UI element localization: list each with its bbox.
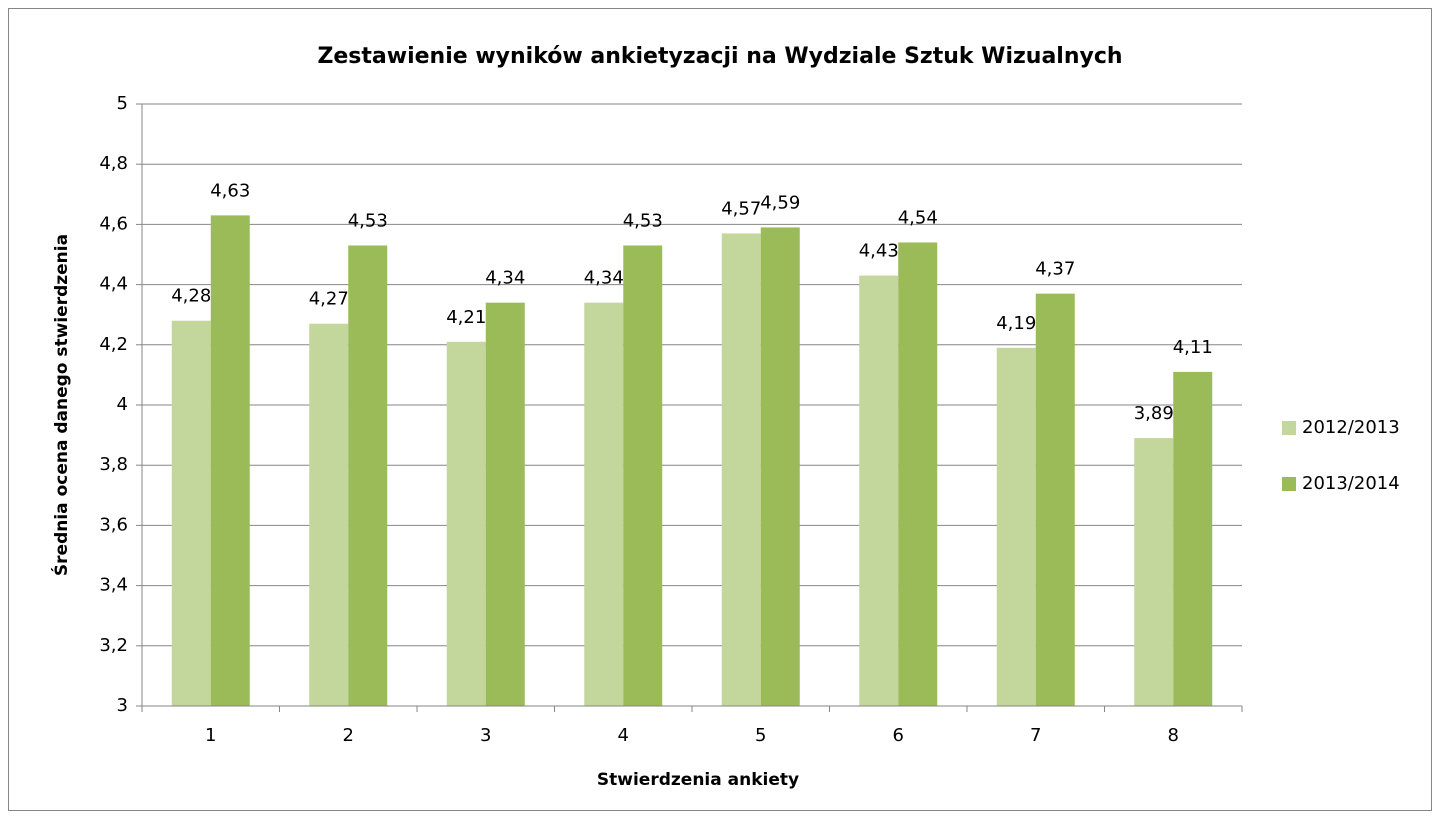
bar	[760, 227, 800, 706]
bar	[485, 302, 525, 706]
bar	[309, 323, 349, 706]
legend-swatch	[1282, 421, 1296, 435]
y-tick-label: 4,6	[99, 213, 128, 234]
bar	[996, 347, 1036, 706]
x-axis-title: Stwierdzenia ankiety	[597, 770, 799, 790]
value-label: 4,34	[485, 268, 525, 289]
value-label: 4,43	[859, 241, 899, 262]
value-label: 4,27	[309, 289, 349, 310]
value-label: 4,34	[584, 268, 624, 289]
bar	[623, 245, 663, 706]
y-tick-label: 4,4	[99, 274, 128, 295]
bar	[584, 302, 624, 706]
y-tick-label: 3,8	[99, 454, 128, 475]
chart-title: Zestawienie wyników ankietyzacji na Wydz…	[317, 44, 1122, 69]
x-tick-label: 8	[1168, 725, 1179, 746]
bar	[859, 275, 899, 706]
legend-swatch	[1282, 477, 1296, 491]
x-tick-label: 7	[1030, 725, 1041, 746]
x-tick-label: 4	[618, 725, 629, 746]
value-label: 4,28	[171, 286, 211, 307]
y-tick-label: 3,4	[99, 575, 128, 596]
legend-label: 2012/2013	[1302, 417, 1400, 438]
bar	[1134, 438, 1174, 706]
value-label: 4,53	[623, 210, 663, 231]
bar	[348, 245, 388, 706]
bar	[446, 341, 486, 706]
value-label: 4,57	[721, 198, 761, 219]
value-label: 4,19	[996, 313, 1036, 334]
value-label: 4,21	[446, 307, 486, 328]
legend-label: 2013/2014	[1302, 473, 1400, 494]
x-tick-label: 2	[343, 725, 354, 746]
y-tick-label: 3,2	[99, 635, 128, 656]
bar	[1173, 371, 1213, 706]
value-label: 3,89	[1134, 403, 1174, 424]
x-tick-label: 1	[205, 725, 216, 746]
y-tick-label: 3	[117, 695, 128, 716]
bar	[1035, 293, 1075, 706]
value-label: 4,63	[210, 180, 250, 201]
y-tick-label: 3,6	[99, 514, 128, 535]
value-label: 4,53	[348, 210, 388, 231]
value-label: 4,54	[898, 207, 938, 228]
bar	[721, 233, 761, 706]
value-label: 4,59	[760, 192, 800, 213]
y-tick-label: 4	[117, 394, 128, 415]
x-tick-label: 3	[480, 725, 491, 746]
y-tick-label: 4,2	[99, 334, 128, 355]
y-axis-title: Średnia ocena danego stwierdzenia	[50, 234, 72, 576]
bar	[898, 242, 938, 706]
bar	[210, 215, 250, 706]
value-label: 4,37	[1035, 259, 1075, 280]
y-tick-label: 4,8	[99, 153, 128, 174]
y-tick-label: 5	[117, 93, 128, 114]
value-label: 4,11	[1173, 337, 1213, 358]
x-tick-label: 5	[755, 725, 766, 746]
bar	[171, 320, 211, 706]
x-tick-label: 6	[893, 725, 904, 746]
